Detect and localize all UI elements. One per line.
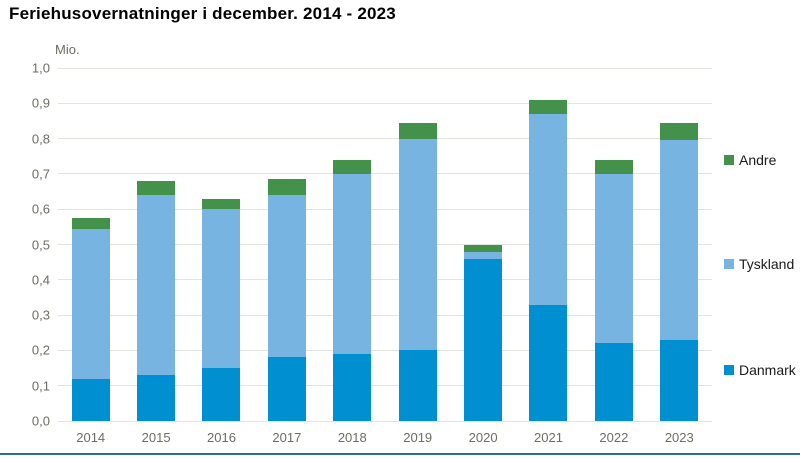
- x-tick-label-2016: 2016: [207, 430, 236, 445]
- x-tick-label-2018: 2018: [337, 430, 367, 445]
- gridline: [58, 349, 712, 351]
- legend-swatch-tyskland: [724, 259, 734, 269]
- gridline: [58, 102, 712, 104]
- legend-swatch-andre: [724, 155, 734, 165]
- x-tick-label-2017: 2017: [272, 430, 302, 445]
- legend-item-danmark: Danmark: [724, 362, 796, 378]
- bar-group-2016: [189, 68, 254, 421]
- bar-segment-tyskland-2019: [398, 138, 437, 351]
- bar-segment-tyskland-2016: [202, 209, 241, 369]
- bar-segment-tyskland-2023: [660, 140, 699, 340]
- legend-item-tyskland: Tyskland: [724, 256, 794, 272]
- plot-area: [58, 67, 712, 422]
- gridline: [58, 173, 712, 175]
- bar-segment-danmark-2021: [529, 304, 568, 421]
- bar-segment-andre-2014: [71, 218, 110, 229]
- bar-segment-tyskland-2017: [267, 195, 306, 358]
- bar-segment-danmark-2023: [660, 339, 699, 421]
- bar-segment-danmark-2020: [464, 258, 503, 421]
- y-tick-label: 0,6: [31, 201, 50, 217]
- bar-segment-andre-2020: [464, 244, 503, 252]
- bar-segment-andre-2018: [333, 159, 372, 174]
- bar-group-2017: [254, 68, 319, 421]
- bar-segment-danmark-2018: [333, 353, 372, 421]
- x-tick-label-2023: 2023: [664, 430, 694, 445]
- bar-group-2022: [581, 68, 646, 421]
- bar-segment-tyskland-2022: [594, 173, 633, 344]
- y-tick-label: 0,2: [31, 342, 50, 358]
- x-tick-label-2019: 2019: [403, 430, 433, 445]
- bar-segment-danmark-2014: [71, 378, 110, 421]
- y-tick-label: 0,5: [31, 237, 50, 252]
- gridline: [58, 314, 712, 316]
- y-tick-label: 0,8: [31, 131, 50, 147]
- bar-segment-andre-2023: [660, 122, 699, 141]
- bar-segment-andre-2021: [529, 99, 568, 114]
- gridline: [58, 385, 712, 387]
- bar-group-2023: [647, 68, 712, 421]
- y-axis-unit-label: Mio.: [55, 42, 80, 57]
- y-tick-label: 0,9: [31, 95, 50, 111]
- footer-divider-line: [0, 453, 800, 455]
- bar-segment-andre-2022: [594, 159, 633, 174]
- bar-group-2020: [450, 68, 515, 421]
- x-tick-label-2014: 2014: [76, 430, 106, 445]
- gridline: [58, 138, 712, 140]
- bar-segment-tyskland-2014: [71, 228, 110, 379]
- gridline: [58, 208, 712, 210]
- legend-label: Tyskland: [739, 256, 795, 272]
- bar-segment-danmark-2017: [267, 357, 306, 421]
- bar-segment-tyskland-2021: [529, 113, 568, 305]
- bar-group-2018: [320, 68, 385, 421]
- y-tick-label: 0,3: [31, 307, 50, 323]
- bar-segment-andre-2019: [398, 122, 437, 139]
- x-tick-label-2020: 2020: [468, 430, 498, 445]
- bar-segment-danmark-2016: [202, 368, 241, 421]
- bar-segment-tyskland-2020: [464, 251, 503, 259]
- bar-segment-danmark-2019: [398, 350, 437, 421]
- bar-segment-tyskland-2018: [333, 173, 372, 354]
- bar-segment-andre-2016: [202, 198, 241, 210]
- bar-segment-danmark-2015: [137, 375, 176, 421]
- y-tick-label: 0,4: [31, 272, 50, 288]
- bar-segment-andre-2015: [137, 180, 176, 196]
- y-tick-label: 0,1: [31, 378, 50, 394]
- bar-segment-tyskland-2015: [137, 195, 176, 376]
- legend-item-andre: Andre: [724, 152, 776, 168]
- x-tick-label-2021: 2021: [534, 430, 563, 445]
- bar-group-2015: [123, 68, 188, 421]
- y-tick-label: 0,0: [31, 413, 50, 429]
- bar-segment-danmark-2022: [594, 343, 633, 421]
- legend: Andre Tyskland Danmark: [724, 0, 800, 459]
- y-tick-label: 1,0: [31, 60, 50, 76]
- y-tick-label: 0,7: [31, 166, 50, 182]
- gridline: [58, 67, 712, 69]
- x-tick-label-2015: 2015: [141, 430, 171, 445]
- gridline: [58, 279, 712, 281]
- bar-group-2021: [516, 68, 581, 421]
- legend-label: Danmark: [739, 362, 796, 378]
- gridline: [58, 244, 712, 245]
- bar-group-2019: [385, 68, 450, 421]
- x-tick-label-2022: 2022: [599, 430, 629, 445]
- x-axis: 2014 2015 2016 2017 2018 2019 2020 2021 2022 2023: [58, 430, 712, 450]
- gridline: [58, 420, 712, 422]
- legend-label: Andre: [739, 152, 777, 168]
- bar-group-2014: [58, 68, 123, 421]
- chart-title: Feriehusovernatninger i december. 2014 -…: [9, 4, 396, 23]
- bar-segment-andre-2017: [267, 179, 306, 196]
- legend-swatch-danmark: [724, 365, 734, 375]
